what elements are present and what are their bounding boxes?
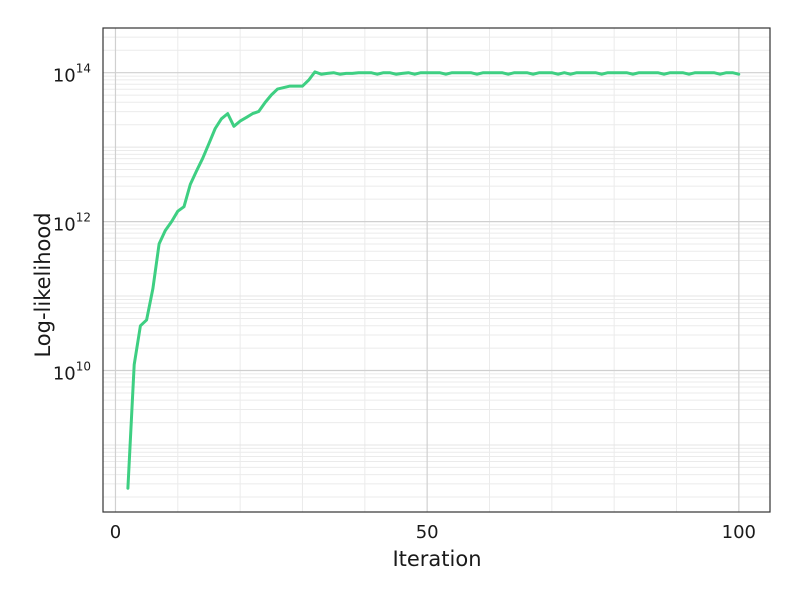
y-tick-exponent: 10 xyxy=(76,360,91,374)
y-tick-base: 10 xyxy=(53,364,76,385)
y-tick-base: 10 xyxy=(53,215,76,236)
y-tick-label: 1012 xyxy=(53,211,91,236)
plot-series xyxy=(126,70,741,490)
x-tick-label: 50 xyxy=(416,522,439,543)
y-axis-title: Log-likelihood xyxy=(31,212,55,357)
series-line xyxy=(126,70,741,490)
x-axis-title: Iteration xyxy=(392,547,481,571)
y-tick-exponent: 12 xyxy=(76,211,91,225)
x-ticks: 0 50 100 xyxy=(110,522,756,543)
x-tick-label: 0 xyxy=(110,522,121,543)
x-tick-label: 100 xyxy=(722,522,756,543)
y-tick-base: 10 xyxy=(53,66,76,87)
y-tick-label: 1014 xyxy=(53,62,91,87)
y-tick-exponent: 14 xyxy=(76,62,91,76)
minor-grid xyxy=(103,28,770,512)
plot-frame xyxy=(102,27,771,513)
y-tick-label: 1010 xyxy=(53,360,91,385)
